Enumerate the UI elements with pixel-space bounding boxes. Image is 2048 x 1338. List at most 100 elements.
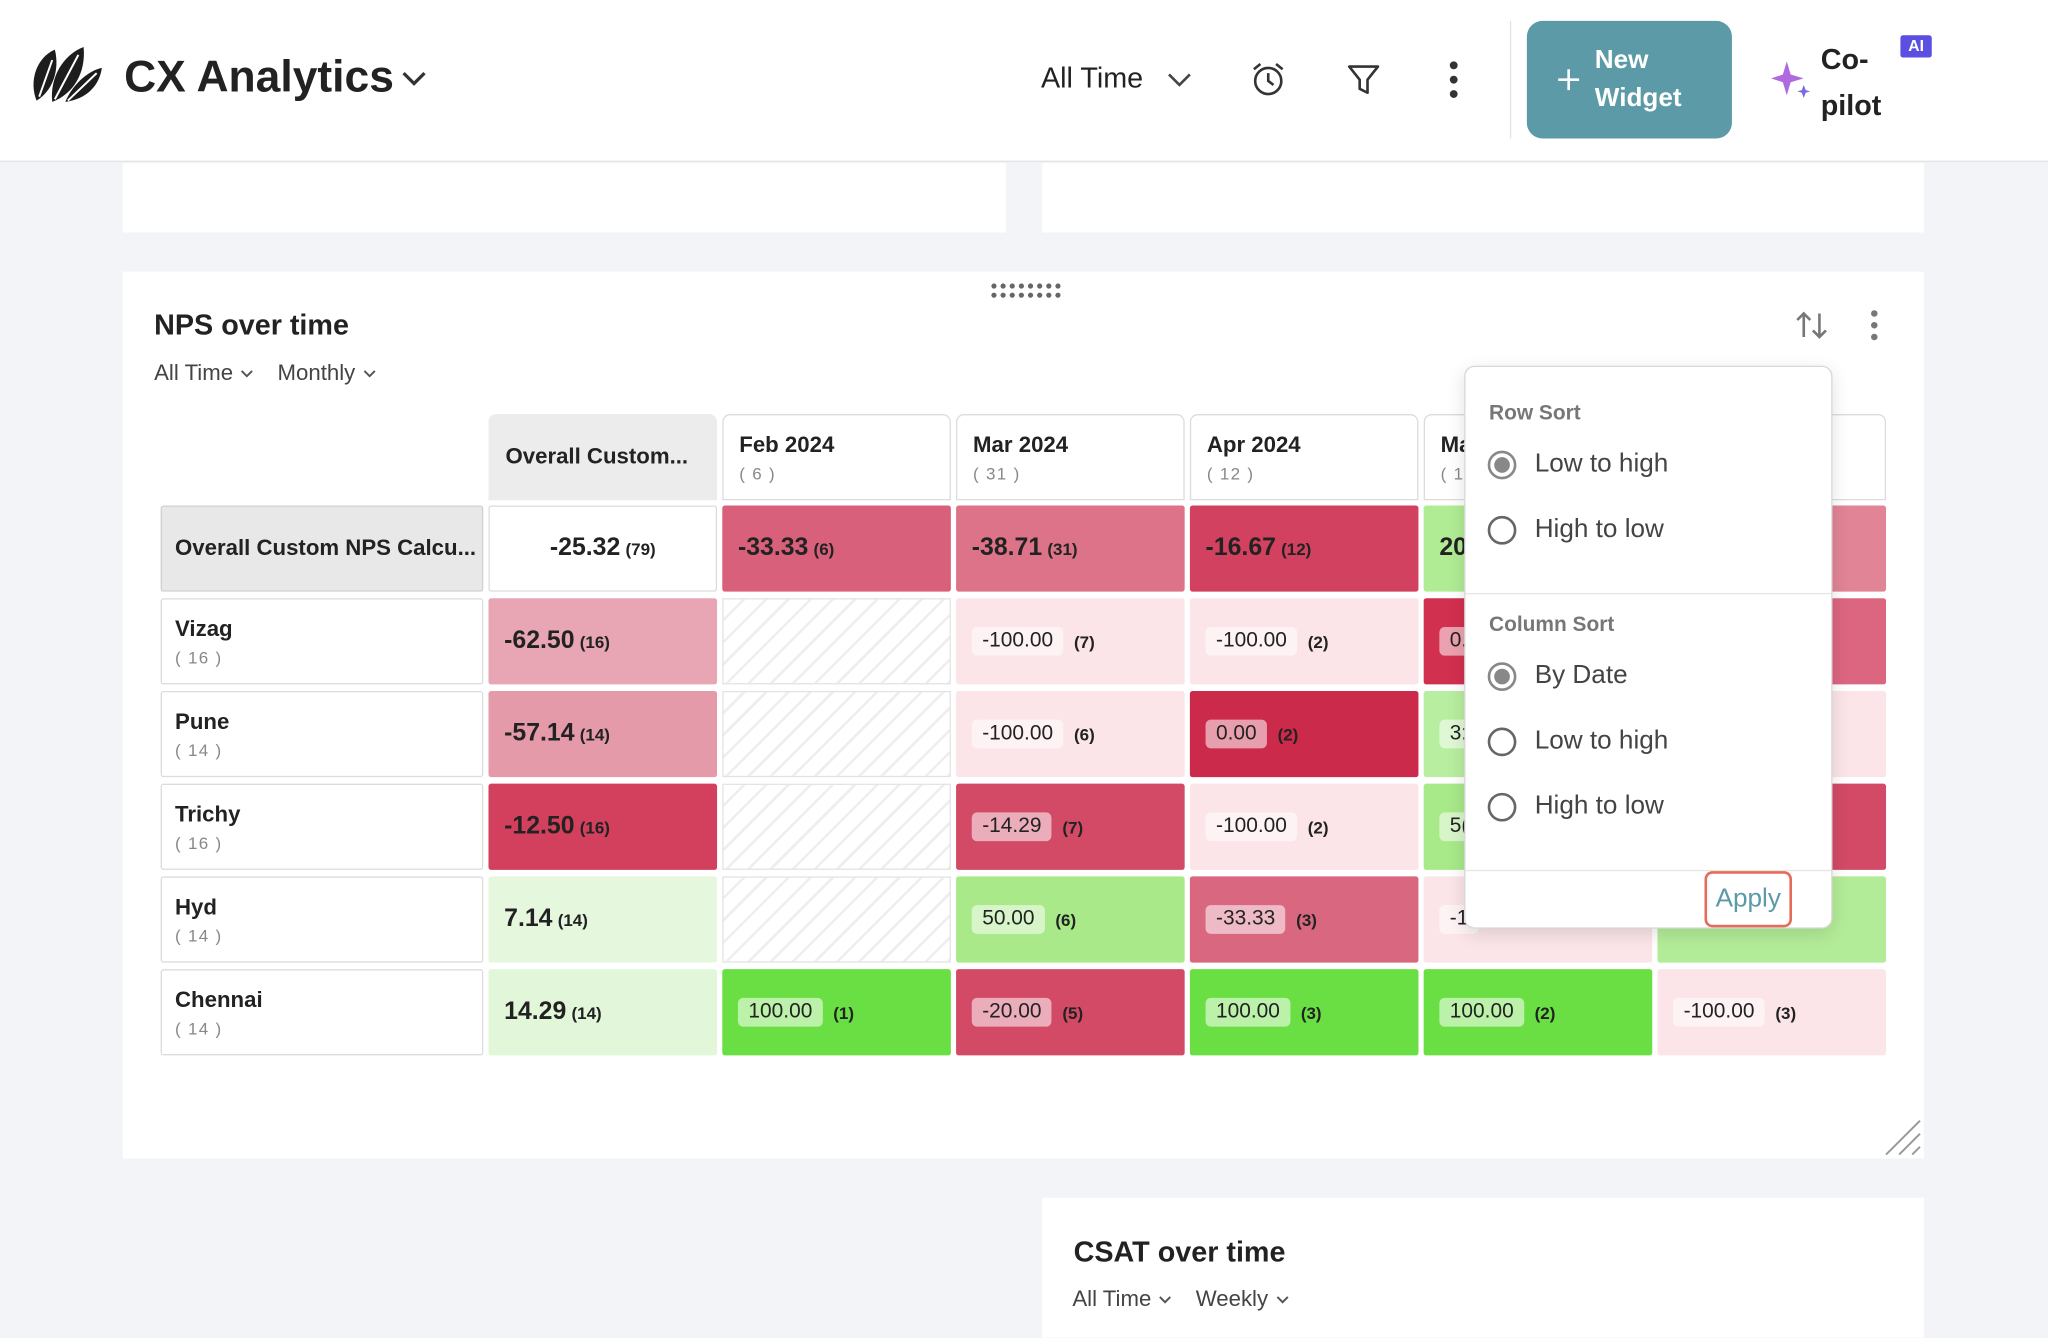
heatmap-cell[interactable]: -14.29 (7) <box>956 783 1185 870</box>
cell-value: -1 <box>1439 905 1479 934</box>
filter-dropdown[interactable]: All Time <box>154 360 254 386</box>
heatmap-cell[interactable]: -33.33 (3) <box>1189 876 1419 963</box>
heatmap-cell[interactable]: -100.00 (6) <box>956 690 1185 778</box>
option-label: Low to high <box>1534 726 1669 755</box>
sort-option[interactable]: Low to high <box>1487 726 1669 756</box>
heatmap-cell[interactable]: -100.00 (7) <box>956 598 1185 685</box>
widget-title: CSAT over time <box>1073 1235 1286 1269</box>
alarm-icon[interactable] <box>1249 60 1288 99</box>
filter-label: Monthly <box>277 360 356 386</box>
heatmap-cell[interactable]: -100.00 (2) <box>1189 598 1419 685</box>
heatmap-cell[interactable]: -62.50 (16) <box>488 598 718 685</box>
heatmap-cell[interactable]: -100.00 (3) <box>1657 969 1887 1056</box>
csat-widget <box>1042 1197 1924 1338</box>
new-widget-button[interactable]: New Widget <box>1526 20 1732 139</box>
row-label: Overall Custom NPS Calcu... <box>175 535 477 561</box>
option-label: By Date <box>1534 660 1628 690</box>
sort-option[interactable]: High to low <box>1487 515 1664 545</box>
cell-count: (2) <box>1307 631 1329 652</box>
row-count: ( 14 ) <box>175 1018 223 1038</box>
cell-value: 100.00 <box>1439 997 1525 1027</box>
filter-dropdown[interactable]: Monthly <box>278 360 377 386</box>
cell-value: -62.50 <box>504 626 575 655</box>
row-label: Vizag <box>175 615 233 641</box>
radio-button[interactable] <box>1487 515 1517 544</box>
apply-button[interactable]: Apply <box>1704 871 1792 928</box>
cell-value: -20.00 <box>971 997 1052 1027</box>
chevron <box>1159 1296 1172 1304</box>
cell-value: -16.67 <box>1205 534 1276 562</box>
cell-count: (1) <box>833 1002 854 1023</box>
heatmap-cell[interactable]: -20.00 (5) <box>956 969 1185 1056</box>
row-label: Trichy <box>175 801 241 827</box>
divider <box>1509 20 1512 139</box>
sort-menu: Row Sort Low to high High to low Column Sor… <box>1464 365 1833 929</box>
radio-button[interactable] <box>1487 726 1517 756</box>
sort-option[interactable]: Low to high <box>1487 449 1669 479</box>
sort-icon[interactable] <box>1795 308 1829 342</box>
cell-value: -12.50 <box>504 812 575 840</box>
heatmap-cell[interactable]: -38.71 (31) <box>956 505 1185 592</box>
filter-dropdown[interactable]: Weekly <box>1196 1287 1289 1313</box>
row-count: ( 16 ) <box>175 832 223 853</box>
filter-dropdown[interactable]: All Time <box>1072 1287 1172 1313</box>
row-label: Pune <box>175 708 230 734</box>
new-widget-label: New Widget <box>1594 45 1682 113</box>
cell-count: (14) <box>579 724 610 744</box>
title-dropdown[interactable] <box>400 68 429 89</box>
cell-value: -38.71 <box>971 534 1043 562</box>
time-filter[interactable]: All Time <box>1040 61 1144 95</box>
heatmap-cell[interactable]: -25.32 (79) <box>488 505 718 592</box>
cell-count: (31) <box>1047 538 1078 559</box>
cell-count: (2) <box>1307 816 1329 837</box>
cell-count: (6) <box>1073 724 1095 744</box>
copilot-button[interactable]: Co-pilot <box>1820 43 1882 122</box>
option-label: Low to high <box>1534 449 1669 479</box>
row-count: ( 14 ) <box>175 739 223 760</box>
cell-count: (3) <box>1300 1002 1322 1023</box>
cell-value: -33.33 <box>737 534 809 562</box>
heatmap-cell[interactable]: -100.00 (2) <box>1189 783 1419 870</box>
heatmap-cell[interactable]: 100.00 (1) <box>722 969 951 1056</box>
radio-button[interactable] <box>1487 449 1517 479</box>
cell-count: (16) <box>579 631 610 652</box>
row-header: Pune ( 14 ) <box>160 690 484 778</box>
more-icon[interactable] <box>1443 60 1464 99</box>
heatmap-cell[interactable]: 50.00 (6) <box>956 876 1185 963</box>
drag-handle[interactable] <box>990 282 1061 300</box>
heatmap-cell[interactable]: 100.00 (3) <box>1189 969 1419 1056</box>
chevron <box>363 370 376 378</box>
heatmap-cell[interactable]: -16.67 (12) <box>1189 505 1419 592</box>
radio-button[interactable] <box>1487 661 1517 691</box>
row-header: Chennai ( 14 ) <box>160 969 484 1056</box>
sort-option[interactable]: By Date <box>1487 660 1628 691</box>
heatmap-cell[interactable]: -12.50 (16) <box>488 783 718 870</box>
sort-option[interactable]: High to low <box>1487 791 1664 822</box>
row-header: Vizag ( 16 ) <box>160 598 484 685</box>
column-header: Feb 2024 ( 6 ) <box>722 414 951 501</box>
widget-more-icon[interactable] <box>1865 308 1883 342</box>
column-label: Apr 2024 <box>1206 431 1301 457</box>
cell-count: (16) <box>579 816 610 837</box>
radio-button[interactable] <box>1487 792 1517 821</box>
time-dropdown-icon <box>1168 73 1191 87</box>
filter-icon[interactable] <box>1345 61 1382 98</box>
cell-count: (6) <box>813 538 835 559</box>
row-count: ( 16 ) <box>175 647 223 667</box>
heatmap-cell[interactable]: 100.00 (2) <box>1423 969 1653 1056</box>
heatmap-cell[interactable]: 7.14 (14) <box>488 876 718 963</box>
row-header: Trichy ( 16 ) <box>160 783 484 870</box>
column-count: ( 1 <box>1440 463 1465 483</box>
heatmap-cell[interactable]: -33.33 (6) <box>722 505 951 592</box>
option-label: High to low <box>1534 791 1664 821</box>
column-count: ( 6 ) <box>739 463 776 483</box>
cell-count: (14) <box>571 1002 602 1023</box>
empty-cell <box>722 876 951 963</box>
cell-value: 20 <box>1439 534 1467 562</box>
cell-count: (6) <box>1055 909 1077 930</box>
column-label: Overall Custom... <box>505 444 689 469</box>
heatmap-cell[interactable]: -57.14 (14) <box>488 690 718 778</box>
heatmap-cell[interactable]: 14.29 (14) <box>488 969 718 1056</box>
resize-handle[interactable] <box>1883 1118 1922 1157</box>
heatmap-cell[interactable]: 0.00 (2) <box>1189 690 1419 778</box>
